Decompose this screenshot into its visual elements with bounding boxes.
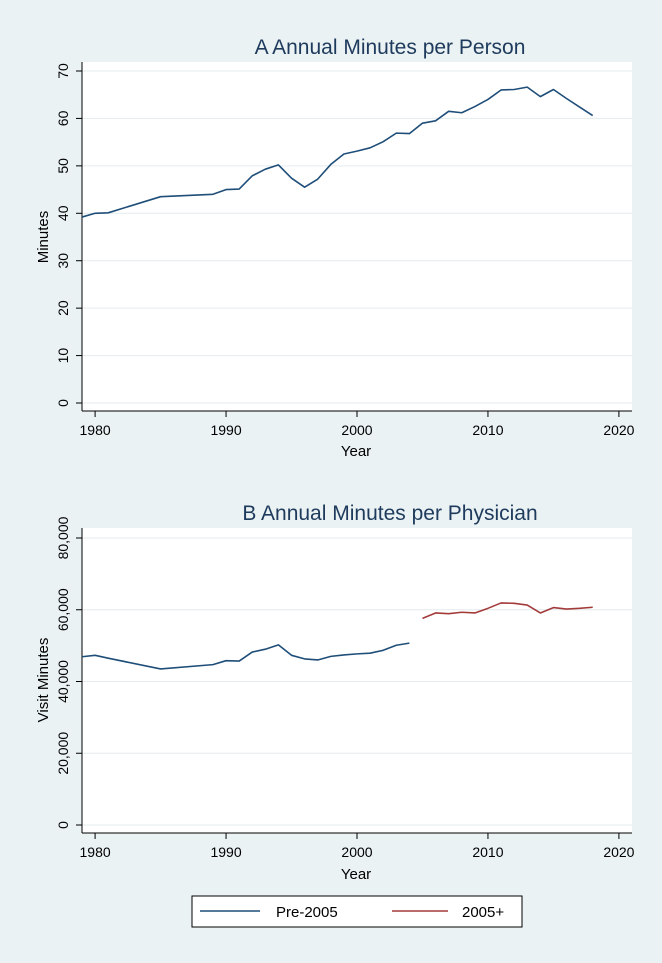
y-tick-label: 30 — [55, 253, 71, 269]
x-tick-label: 1980 — [80, 844, 111, 860]
x-tick-label: 2000 — [341, 422, 372, 438]
y-tick-label: 80,000 — [55, 516, 71, 559]
panel-b-y-axis-title: Visit Minutes — [35, 638, 52, 723]
panel-b-title: B Annual Minutes per Physician — [242, 502, 537, 525]
x-tick-label: 2000 — [341, 844, 372, 860]
panel-a-x-axis-title: Year — [341, 443, 371, 460]
panel-a-ticks: 0 10 20 30 40 50 60 70 1980 1990 2000 2010 2020 — [55, 63, 635, 438]
x-tick-label: 1990 — [210, 422, 241, 438]
panel-b-plot-area — [82, 528, 632, 833]
y-tick-label: 0 — [55, 821, 71, 829]
x-tick-label: 1980 — [80, 422, 111, 438]
legend-label-2005-plus: 2005+ — [462, 904, 504, 921]
panel-b: B Annual Minutes per Physician 0 20,000 40… — [35, 502, 635, 928]
x-tick-label: 2020 — [603, 422, 634, 438]
series-line-a-0 — [81, 86, 594, 218]
y-tick-label: 60,000 — [55, 588, 71, 631]
y-tick-label: 60 — [55, 110, 71, 126]
panel-a-plot-area — [82, 62, 632, 411]
y-tick-label: 40,000 — [55, 660, 71, 703]
panel-a: A Annual Minutes per Person 0 10 20 30 40 50 6… — [35, 36, 635, 460]
y-tick-label: 20 — [55, 300, 71, 316]
y-tick-label: 20,000 — [55, 732, 71, 775]
x-tick-label: 2010 — [472, 844, 503, 860]
panel-a-series — [81, 86, 594, 218]
y-tick-label: 50 — [55, 158, 71, 174]
panel-a-gridlines — [82, 70, 632, 404]
legend: Pre-2005 2005+ — [191, 895, 523, 928]
panel-b-ticks: 0 20,000 40,000 60,000 80,000 1980 1990 2000 201… — [55, 516, 635, 860]
x-tick-label: 2020 — [603, 844, 634, 860]
y-tick-label: 70 — [55, 63, 71, 79]
panel-b-x-axis-title: Year — [341, 866, 371, 883]
y-tick-label: 40 — [55, 205, 71, 221]
y-tick-label: 0 — [55, 399, 71, 407]
panel-a-title: A Annual Minutes per Person — [255, 36, 526, 59]
y-tick-label: 10 — [55, 348, 71, 364]
legend-label-pre-2005: Pre-2005 — [276, 904, 338, 921]
series-line-b-1 — [422, 602, 593, 620]
series-line-b-0 — [81, 642, 410, 670]
panel-a-y-axis-title: Minutes — [35, 211, 52, 264]
panel-b-gridlines — [82, 537, 632, 826]
panel-b-series — [81, 602, 593, 670]
x-tick-label: 2010 — [472, 422, 503, 438]
x-tick-label: 1990 — [210, 844, 241, 860]
